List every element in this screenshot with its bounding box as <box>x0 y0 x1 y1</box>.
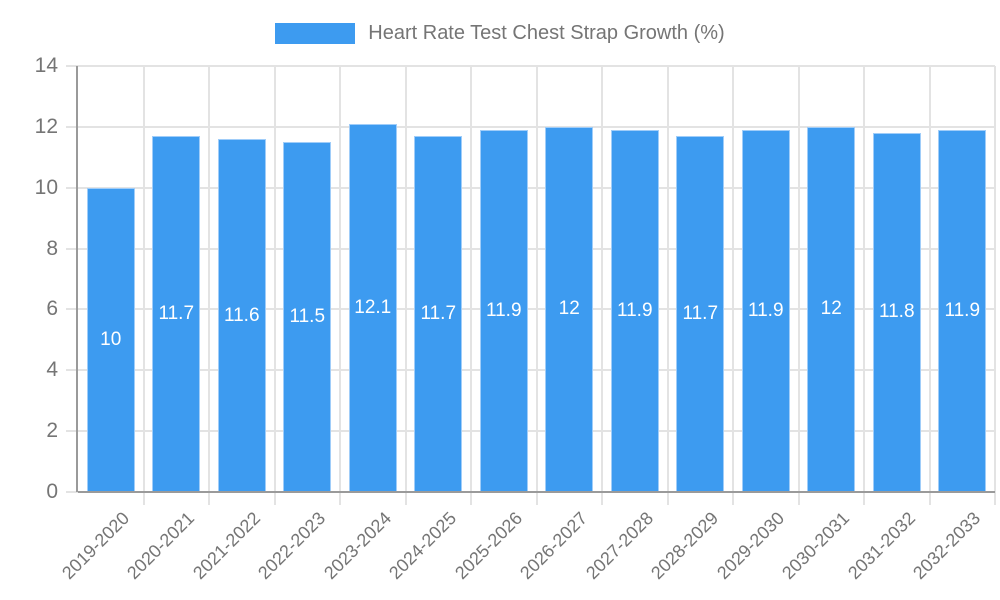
bar-2019-2020: 10 <box>86 187 135 492</box>
bar-2020-2021: 11.7 <box>152 136 201 492</box>
x-tick-mark <box>470 492 472 505</box>
x-tick-mark <box>142 492 145 505</box>
x-axis-tick-label: 2032-2033 <box>909 508 985 584</box>
bar-value-label: 12.1 <box>354 296 392 318</box>
y-axis-tick-label: 2 <box>46 419 58 443</box>
x-tick-mark <box>797 492 800 505</box>
bar-2023-2024: 12.1 <box>348 123 397 492</box>
x-tick-mark <box>601 492 603 505</box>
y-axis-line <box>76 66 78 492</box>
bar-value-label: 11.7 <box>158 303 195 324</box>
bar-value-label: 11.7 <box>682 303 719 324</box>
x-gridline <box>732 66 734 492</box>
bar-value-label: 11.9 <box>616 299 653 321</box>
x-axis-tick-label: 2019-2020 <box>57 508 133 584</box>
y-axis-tick-label: 6 <box>46 297 58 321</box>
bar-2032-2033: 11.9 <box>938 129 987 492</box>
bar-value-label: 11.9 <box>944 299 981 321</box>
x-gridline <box>601 66 603 492</box>
x-tick-mark <box>404 492 407 505</box>
x-gridline <box>797 66 800 492</box>
y-tick-mark <box>66 369 78 372</box>
x-gridline <box>863 66 865 492</box>
x-tick-mark <box>535 492 538 505</box>
x-tick-mark <box>208 492 210 505</box>
bar-2027-2028: 11.9 <box>610 129 659 492</box>
x-tick-mark <box>732 492 734 505</box>
x-axis-tick-label: 2028-2029 <box>647 508 723 584</box>
x-axis-tick-label: 2025-2026 <box>450 508 526 584</box>
bar-2021-2022: 11.6 <box>217 139 266 492</box>
x-axis-line <box>78 491 995 493</box>
x-tick-mark <box>994 492 996 505</box>
y-axis-tick-label: 4 <box>46 358 58 382</box>
x-tick-mark <box>928 492 931 505</box>
y-tick-mark <box>66 65 78 67</box>
y-axis-tick-label: 10 <box>34 175 58 199</box>
bar-value-label: 11.7 <box>420 303 457 324</box>
chart-legend: Heart Rate Test Chest Strap Growth (%) <box>0 21 1000 45</box>
bar-2025-2026: 11.9 <box>479 129 528 492</box>
bar-value-label: 11.5 <box>289 306 326 328</box>
x-axis-tick-label: 2027-2028 <box>581 508 657 584</box>
bar-2024-2025: 11.7 <box>414 136 463 492</box>
bar-2026-2027: 12 <box>545 126 594 492</box>
bar-value-label: 12 <box>820 298 842 320</box>
bar-2028-2029: 11.7 <box>676 136 725 492</box>
y-axis-tick-label: 8 <box>46 236 58 260</box>
x-tick-mark <box>339 492 341 505</box>
x-axis-tick-label: 2030-2031 <box>778 508 854 584</box>
y-tick-mark <box>66 430 78 433</box>
bar-value-label: 11.9 <box>747 299 784 321</box>
bar-2031-2032: 11.8 <box>872 132 921 492</box>
x-tick-mark <box>863 492 865 505</box>
bar-value-label: 11.8 <box>878 301 915 323</box>
y-axis-tick-label: 14 <box>34 54 58 77</box>
x-gridline <box>208 66 210 492</box>
y-tick-mark <box>66 186 78 189</box>
y-axis-tick-label: 12 <box>34 114 58 138</box>
legend-label: Heart Rate Test Chest Strap Growth (%) <box>368 21 725 44</box>
x-gridline <box>404 66 407 492</box>
x-gridline <box>666 66 669 492</box>
x-gridline <box>470 66 472 492</box>
bar-value-label: 11.9 <box>485 299 522 321</box>
y-tick-mark <box>66 125 78 128</box>
y-axis-tick-label: 0 <box>46 480 58 503</box>
x-axis-tick-label: 2022-2023 <box>254 508 330 584</box>
legend-swatch <box>275 22 356 44</box>
x-gridline <box>339 66 341 492</box>
bar-2029-2030: 11.9 <box>741 129 790 492</box>
x-axis-tick-label: 2029-2030 <box>712 508 788 584</box>
x-tick-mark <box>666 492 669 505</box>
bar-value-label: 10 <box>100 328 122 350</box>
y-tick-mark <box>66 247 78 250</box>
bar-value-label: 11.6 <box>223 304 260 326</box>
x-axis-tick-label: 2031-2032 <box>843 508 919 584</box>
x-gridline <box>928 66 931 492</box>
x-gridline <box>142 66 145 492</box>
x-axis-tick-label: 2020-2021 <box>123 508 199 584</box>
x-axis-tick-label: 2023-2024 <box>319 508 395 584</box>
x-gridline <box>994 66 996 492</box>
x-axis-tick-label: 2021-2022 <box>188 508 264 584</box>
x-tick-mark <box>273 492 276 505</box>
x-gridline <box>535 66 538 492</box>
bar-2030-2031: 12 <box>807 126 856 492</box>
y-tick-mark <box>66 308 78 311</box>
bar-value-label: 12 <box>558 298 580 320</box>
x-axis-tick-label: 2024-2025 <box>385 508 461 584</box>
y-tick-mark <box>66 491 78 493</box>
plot-area: 0 2 4 6 8 10 12 14 10 2019-2020 11.7 2020-2021 11.6 2… <box>35 54 996 583</box>
bar-2022-2023: 11.5 <box>283 142 332 492</box>
x-gridline <box>273 66 276 492</box>
x-axis-tick-label: 2026-2027 <box>516 508 592 584</box>
